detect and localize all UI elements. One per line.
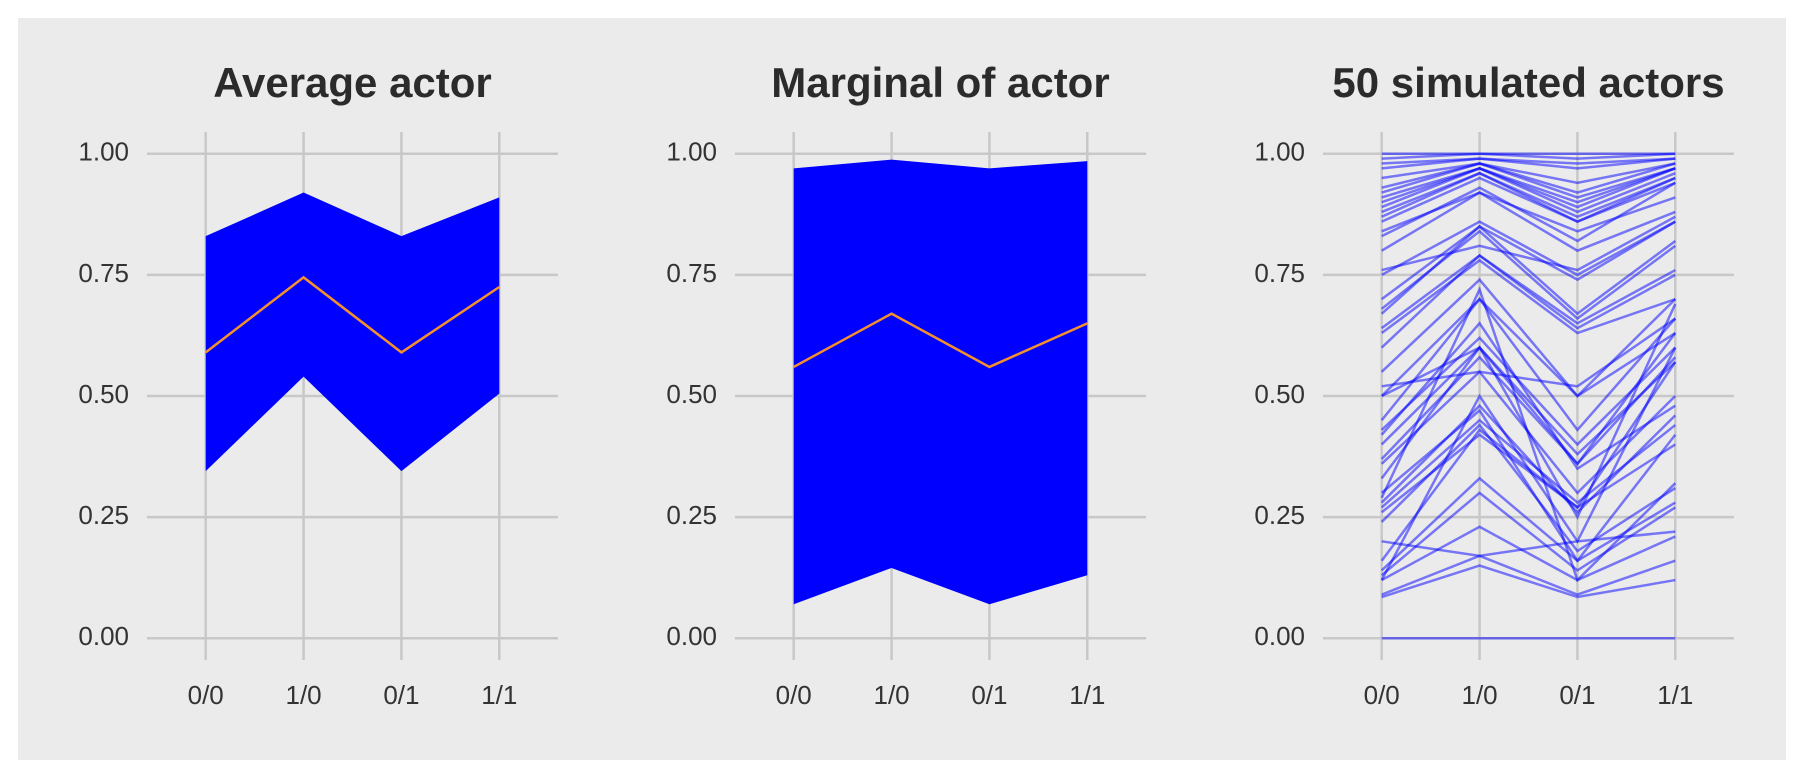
mean-line <box>204 275 500 354</box>
x-tick-label: 0/1 <box>971 680 1007 710</box>
x-tick-label: 0/0 <box>188 680 224 710</box>
x-tick-label: 1/0 <box>873 680 909 710</box>
y-tick-label: 0.25 <box>78 500 129 530</box>
actor-line <box>1381 332 1677 466</box>
y-tick-label: 0.50 <box>666 379 717 409</box>
actor-line <box>1381 215 1676 272</box>
actor-line <box>1381 181 1676 243</box>
actor-line <box>1381 564 1676 599</box>
actor-line <box>1380 229 1677 321</box>
mean-line <box>793 312 1088 369</box>
actor-line <box>1381 525 1676 582</box>
actor-line <box>1381 162 1676 199</box>
y-tick-label: 0.50 <box>1254 379 1305 409</box>
y-tick-label: 0.75 <box>666 258 717 288</box>
y-tick-label: 0.00 <box>1254 621 1305 651</box>
x-tick-label: 1/1 <box>481 680 517 710</box>
actor-line <box>1380 220 1676 301</box>
actor-line <box>1380 258 1676 335</box>
actor-line <box>1381 162 1676 185</box>
y-tick-label: 1.00 <box>78 137 129 167</box>
actor-line <box>1380 321 1676 471</box>
x-tick-label: 1/1 <box>1069 680 1105 710</box>
actor-line <box>1381 191 1676 253</box>
actor-line <box>1381 152 1676 160</box>
y-tick-label: 1.00 <box>666 137 717 167</box>
y-tick-label: 0.75 <box>78 258 129 288</box>
y-tick-label: 0.00 <box>666 621 717 651</box>
actor-line <box>1380 253 1676 330</box>
actor-line <box>1381 167 1676 209</box>
actor-line <box>1381 220 1676 277</box>
y-tick-label: 0.00 <box>78 621 129 651</box>
actor-line <box>1381 166 1676 214</box>
actor-line <box>1380 491 1676 577</box>
actor-line <box>1381 157 1676 170</box>
actor-line <box>1381 530 1676 558</box>
actor-line <box>1381 157 1676 165</box>
x-tick-label: 0/1 <box>1559 680 1595 710</box>
x-tick-label: 0/1 <box>383 680 419 710</box>
actor-line <box>1381 171 1676 223</box>
actor-line <box>1380 297 1676 398</box>
y-tick-label: 0.75 <box>1254 258 1305 288</box>
actor-line <box>1380 277 1677 398</box>
x-tick-label: 1/1 <box>1657 680 1693 710</box>
actor-line <box>1380 253 1676 349</box>
chart-title: 50 simulated actors <box>1332 59 1724 106</box>
actor-line <box>1381 162 1676 194</box>
y-tick-label: 0.25 <box>1254 500 1305 530</box>
band <box>793 159 1088 605</box>
actor-line <box>1380 423 1676 553</box>
actor-line <box>1380 408 1677 563</box>
y-tick-label: 0.25 <box>666 500 717 530</box>
actor-line <box>1380 336 1677 447</box>
y-tick-label: 1.00 <box>1254 137 1305 167</box>
x-tick-label: 1/0 <box>1461 680 1497 710</box>
actor-line <box>1381 171 1676 219</box>
x-tick-label: 0/0 <box>1364 680 1400 710</box>
actor-line <box>1380 346 1677 581</box>
x-tick-label: 1/0 <box>285 680 321 710</box>
chart-title: Marginal of actor <box>771 59 1109 106</box>
actor-line <box>1380 297 1677 432</box>
x-tick-label: 0/0 <box>776 680 812 710</box>
y-tick-label: 0.50 <box>78 379 129 409</box>
actor-line <box>1380 403 1677 515</box>
actor-line <box>1381 176 1676 223</box>
band <box>205 192 500 472</box>
actor-line <box>1381 554 1676 596</box>
chart-title: Average actor <box>213 59 492 106</box>
actor-line <box>1380 303 1677 520</box>
actor-line <box>1381 167 1676 204</box>
